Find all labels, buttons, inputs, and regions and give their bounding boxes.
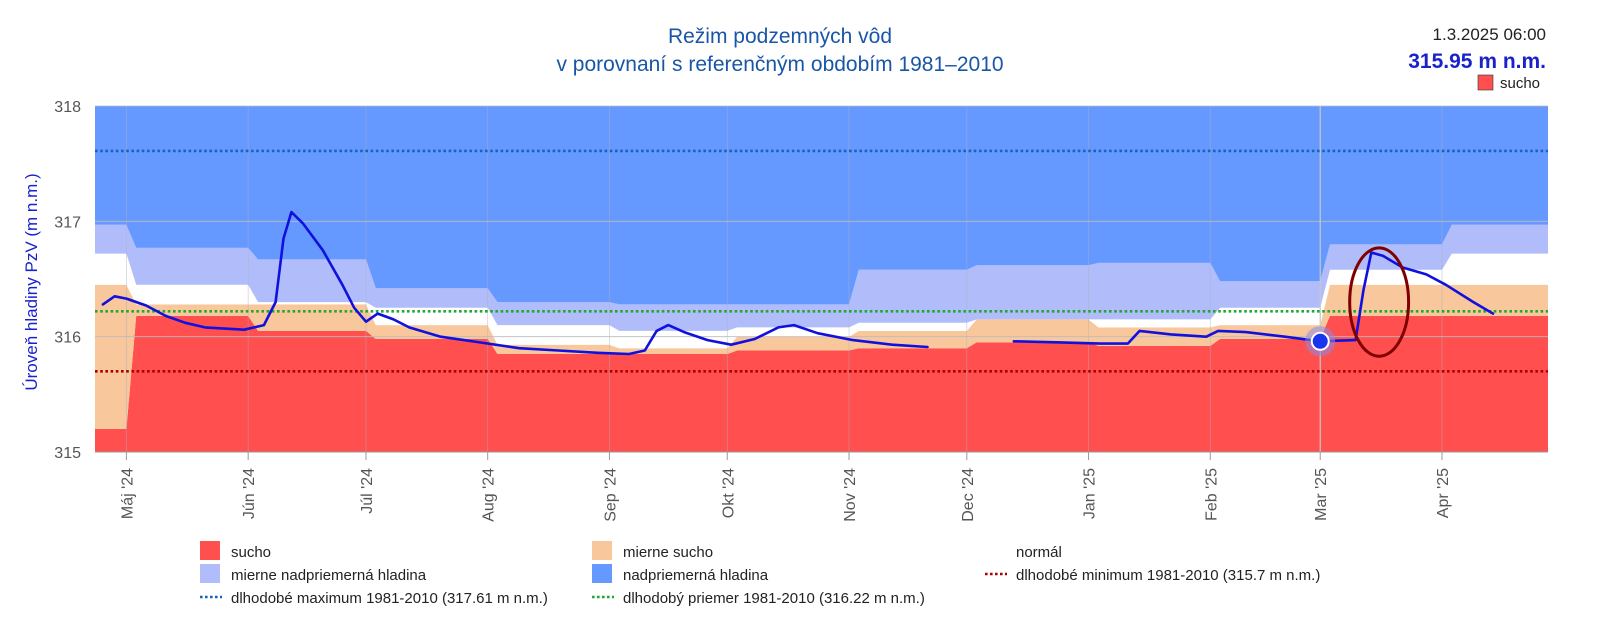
- info-level: 315.95 m n.m.: [1408, 50, 1546, 73]
- info-datetime: 1.3.2025 06:00: [1433, 25, 1546, 44]
- x-tick-label: Dec '24: [960, 468, 977, 522]
- chart-title: Režim podzemných vôd: [668, 25, 892, 48]
- x-tick-label: Mar '25: [1313, 468, 1330, 521]
- x-tick-label: Jan '25: [1082, 468, 1099, 519]
- legend-label-mierne-sucho: mierne sucho: [623, 544, 713, 561]
- legend-label-mean: dlhodobý priemer 1981-2010 (316.22 m n.m…: [623, 590, 925, 607]
- legend-label-mierne-nadpriemerna: mierne nadpriemerná hladina: [231, 567, 427, 584]
- band-nadpriemerna: [95, 106, 1548, 305]
- legend-label-min: dlhodobé minimum 1981-2010 (315.7 m n.m.…: [1016, 567, 1320, 584]
- legend-swatch-normal: [985, 541, 1005, 560]
- legend-label-sucho: sucho: [231, 544, 271, 561]
- x-tick-label: Aug '24: [481, 468, 498, 522]
- x-tick-label: Jún '24: [241, 468, 258, 519]
- x-tick-label: Okt '24: [720, 468, 737, 518]
- x-tick-label: Apr '25: [1435, 468, 1452, 518]
- band-normal: [95, 253, 1548, 349]
- x-tick-label: Nov '24: [842, 468, 859, 522]
- chart-subtitle: v porovnaní s referenčným obdobím 1981–2…: [556, 53, 1003, 76]
- y-tick-label: 318: [54, 99, 81, 116]
- current-point-marker: [1310, 331, 1330, 351]
- legend-label-normal: normál: [1016, 544, 1062, 561]
- y-tick-label: 317: [54, 214, 81, 231]
- legend-swatch-nadpriemerna: [592, 564, 612, 583]
- legend-swatch-mierne-nadpriemerna: [200, 564, 220, 583]
- annotation-ellipse: [1348, 246, 1411, 358]
- legend-swatch-sucho: [200, 541, 220, 560]
- legend-swatch-mierne-sucho: [592, 541, 612, 560]
- band-mierne-sucho: [95, 284, 1548, 429]
- x-tick-label: Júl '24: [359, 468, 376, 514]
- series-line-segment: [1012, 251, 1495, 345]
- band-sucho: [95, 315, 1548, 452]
- x-tick-label: Máj '24: [119, 468, 136, 519]
- legend-label-nadpriemerna: nadpriemerná hladina: [623, 567, 769, 584]
- y-axis-title: Úroveň hladiny PzV (m n.m.): [22, 173, 41, 390]
- info-status-label: sucho: [1500, 75, 1540, 92]
- y-tick-label: 315: [54, 445, 81, 462]
- info-status-swatch: [1477, 74, 1494, 91]
- x-tick-label: Sep '24: [602, 468, 619, 522]
- band-mierne-nadpriemerna: [95, 224, 1548, 331]
- x-tick-label: Feb '25: [1203, 468, 1220, 521]
- legend-label-max: dlhodobé maximum 1981-2010 (317.61 m n.m…: [231, 590, 548, 607]
- series-line-segment: [101, 210, 929, 356]
- y-tick-label: 316: [54, 330, 81, 347]
